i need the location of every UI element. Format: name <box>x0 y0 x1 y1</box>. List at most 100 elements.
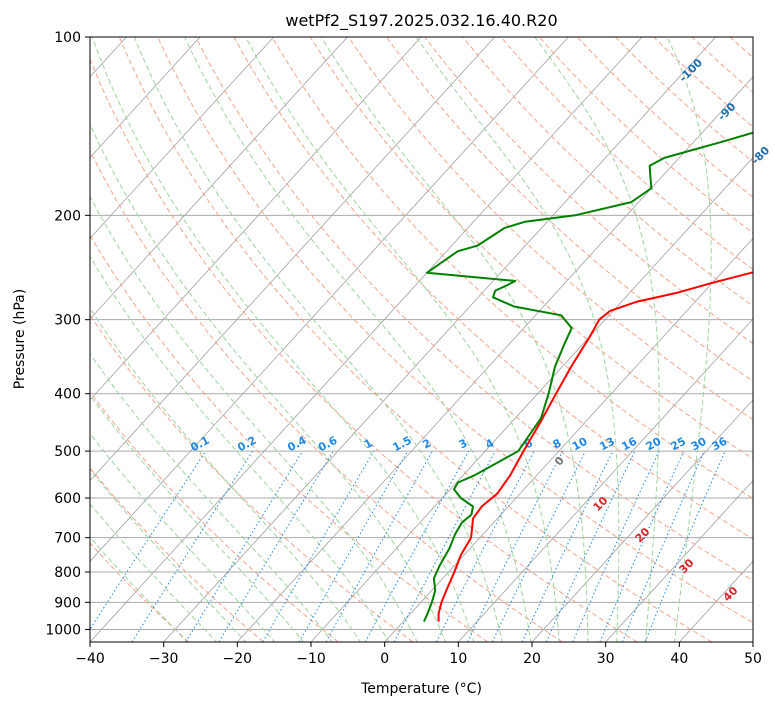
moist-adiabat-line <box>90 255 390 642</box>
dry-adiabat-line <box>653 37 753 128</box>
isotherm-line <box>90 37 201 159</box>
mixing-ratio-line <box>644 450 726 642</box>
dewpoint-profile-line <box>422 131 753 623</box>
moist-adiabat-line <box>90 394 305 642</box>
potential-temp-label: 30 <box>677 556 697 576</box>
moist-adiabat-line <box>90 195 418 642</box>
mixing-ratio-label: 10 <box>570 435 590 454</box>
y-tick-label: 900 <box>54 595 81 611</box>
isotherm-line <box>90 37 275 239</box>
isotherm-line <box>384 237 753 642</box>
dry-adiabat-line <box>90 149 563 642</box>
mixing-ratio-label: 16 <box>619 435 639 454</box>
y-tick-label: 800 <box>54 565 81 581</box>
mixing-ratio-label: 2 <box>420 436 433 451</box>
dry-adiabat-line <box>576 37 753 198</box>
dry-adiabat-line <box>271 37 753 500</box>
moist-adiabat-line <box>666 37 712 642</box>
moist-adiabat-line <box>133 37 503 642</box>
x-tick-label: 10 <box>449 651 467 667</box>
mixing-ratio-line <box>90 450 207 631</box>
mixing-ratio-line <box>467 450 564 642</box>
isotherm-line <box>237 76 753 642</box>
dry-adiabat-line <box>309 37 753 460</box>
mixing-ratio-label: 20 <box>644 435 664 454</box>
mixing-ratio-label: 30 <box>689 435 709 454</box>
y-tick-label: 500 <box>54 444 81 460</box>
dry-adiabat-line <box>90 58 638 642</box>
moist-adiabat-line <box>184 37 532 642</box>
moist-adiabat-line <box>90 536 188 642</box>
x-tick-label: 40 <box>670 651 688 667</box>
mixing-ratio-line <box>572 450 660 642</box>
moist-adiabat-line <box>90 503 218 642</box>
wetbulb-label: -100 <box>677 56 706 85</box>
dry-adiabat-line <box>90 313 414 642</box>
moist-adiabat-line <box>415 37 620 642</box>
mixing-ratio-label: 4 <box>483 436 496 451</box>
x-tick-label: −30 <box>149 651 179 667</box>
x-tick-label: −20 <box>223 651 253 667</box>
mixing-ratio-line <box>393 450 496 642</box>
x-tick-label: 50 <box>744 651 762 667</box>
wetbulb-label: -90 <box>715 100 738 123</box>
plot-frame <box>89 36 754 643</box>
isotherm-line <box>90 37 348 320</box>
x-tick-label: 20 <box>523 651 541 667</box>
isotherm-line <box>605 479 753 642</box>
dry-adiabat-line <box>118 37 712 642</box>
isotherm-line <box>163 37 717 642</box>
dry-adiabat-line <box>157 37 753 624</box>
dry-adiabat-line <box>615 37 753 163</box>
mixing-ratio-line <box>262 450 375 642</box>
isotherm-line <box>90 37 422 401</box>
moist-adiabat-line <box>91 37 475 642</box>
y-tick-label: 1000 <box>45 622 81 638</box>
moist-adiabat-line <box>90 307 362 642</box>
mixing-ratio-label: 36 <box>710 435 730 454</box>
moist-adiabat-line <box>90 123 447 642</box>
dry-adiabat-line <box>90 542 190 642</box>
mixing-ratio-label: 8 <box>551 436 564 451</box>
isotherm-line <box>458 318 753 642</box>
mixing-ratio-line <box>131 450 254 642</box>
mixing-ratio-label: 3 <box>457 436 470 451</box>
mixing-ratio-label: 13 <box>597 435 617 454</box>
mixing-ratio-label: 25 <box>668 435 688 454</box>
y-tick-label: 300 <box>54 313 81 329</box>
chart-title: wetPf2_S197.2025.032.16.40.R20 <box>285 11 557 31</box>
isotherm-line <box>90 37 569 562</box>
dry-adiabat-line <box>424 37 753 344</box>
x-tick-label: 0 <box>380 651 389 667</box>
temperature-profile-line <box>437 271 753 622</box>
isotherm-line <box>90 37 496 482</box>
x-axis-label: Temperature (°C) <box>360 681 482 697</box>
moist-adiabat-line <box>534 37 660 642</box>
y-axis-label: Pressure (hPa) <box>12 289 28 389</box>
potential-temp-label: 10 <box>591 494 611 514</box>
isotherm-line <box>90 37 643 642</box>
dry-adiabat-line <box>90 391 339 642</box>
x-tick-label: 30 <box>597 651 615 667</box>
moist-adiabat-line <box>320 37 589 642</box>
mixing-ratio-line <box>364 450 470 642</box>
moist-adiabat-line <box>90 432 276 642</box>
dry-adiabat-line <box>768 37 775 642</box>
y-tick-label: 400 <box>54 387 81 403</box>
dry-adiabat-line <box>195 37 753 582</box>
mixing-ratio-line <box>325 450 433 642</box>
dry-adiabat-line <box>691 37 753 93</box>
moist-adiabat-line <box>90 468 247 642</box>
mixing-ratio-line <box>545 450 636 642</box>
isotherm-line <box>752 641 753 642</box>
y-tick-label: 700 <box>54 531 81 547</box>
mixing-ratio-line <box>621 450 705 642</box>
dry-adiabat-line <box>386 37 753 382</box>
y-tick-label: 200 <box>54 208 81 224</box>
x-tick-label: −40 <box>75 651 105 667</box>
y-tick-label: 600 <box>54 491 81 507</box>
isotherm-line <box>531 399 753 642</box>
x-tick-label: −10 <box>296 651 326 667</box>
mixing-ratio-line <box>218 450 334 642</box>
potential-temp-label: 40 <box>721 584 741 604</box>
